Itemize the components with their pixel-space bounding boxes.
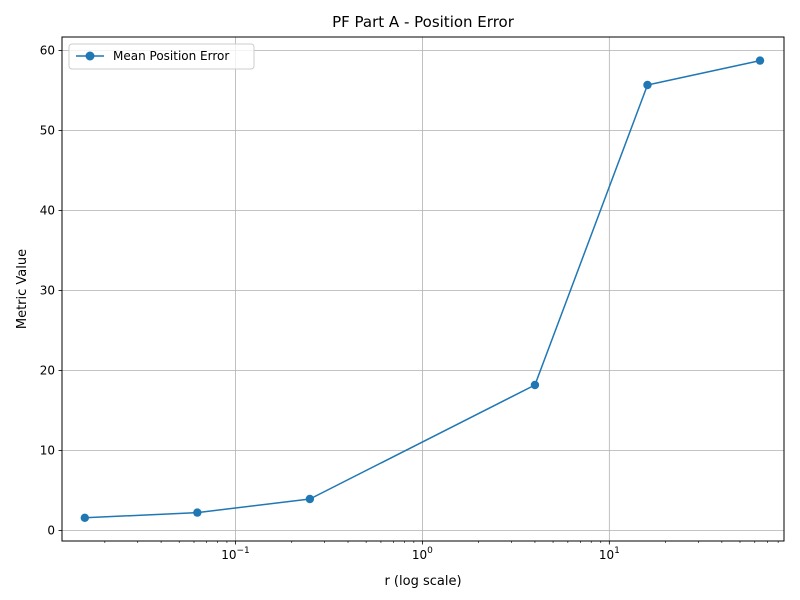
legend-marker-swatch	[85, 51, 95, 61]
x-tick-label: 100	[412, 546, 433, 562]
y-tick-label: 40	[40, 204, 55, 218]
data-point	[305, 494, 315, 504]
y-tick-label: 50	[40, 124, 55, 138]
data-point	[193, 508, 202, 517]
data-point	[643, 80, 652, 90]
series-layer	[80, 56, 765, 522]
legend-box	[68, 43, 255, 70]
y-tick-label: 30	[40, 284, 55, 298]
data-point	[80, 513, 89, 522]
y-tick-label: 10	[40, 444, 55, 458]
y-tick-label: 20	[40, 364, 55, 378]
plot-area	[62, 37, 784, 541]
legend: Mean Position Error	[68, 43, 255, 70]
chart-title: PF Part A - Position Error	[332, 13, 515, 31]
grid-lines	[62, 37, 784, 541]
x-tick-label: 10−1	[221, 546, 250, 562]
data-point	[530, 380, 540, 390]
y-tick-label: 60	[40, 44, 55, 58]
y-tick-label: 0	[47, 524, 55, 538]
data-point	[755, 56, 765, 65]
x-tick-label: 101	[599, 546, 620, 562]
legend-label: Mean Position Error	[113, 49, 229, 63]
series-line	[84, 59, 761, 519]
x-axis-label: r (log scale)	[384, 574, 461, 589]
y-axis-label: Metric Value	[15, 249, 30, 329]
plot-frame	[61, 36, 785, 542]
